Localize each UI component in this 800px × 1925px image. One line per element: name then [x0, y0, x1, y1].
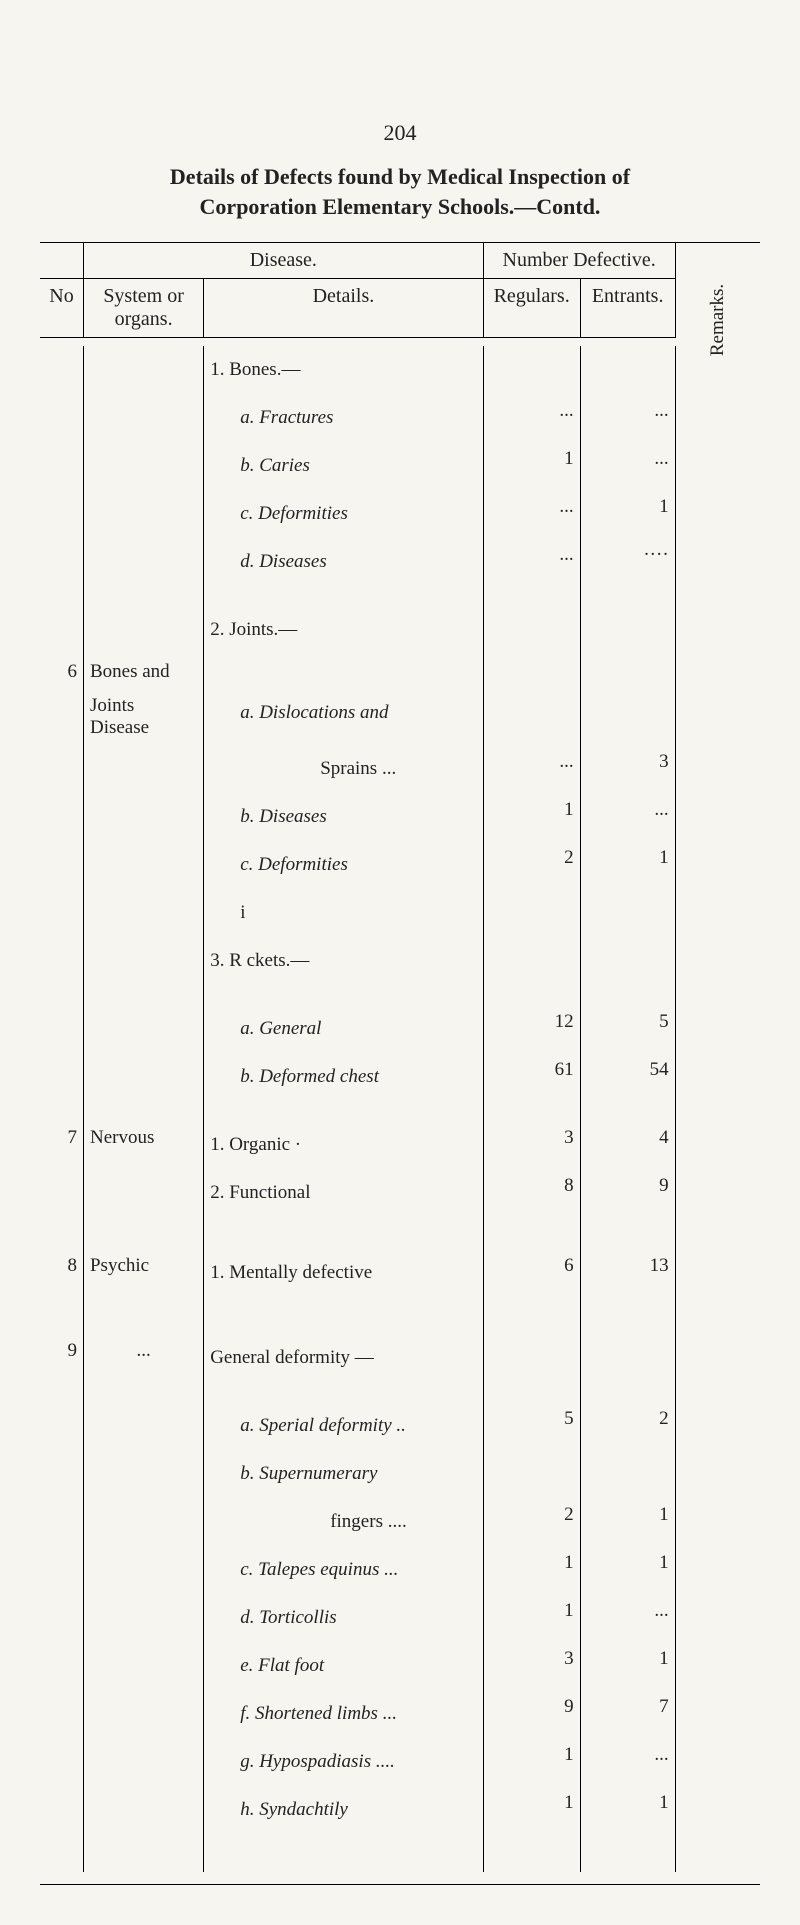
r7-l2-ent: 9	[580, 1169, 675, 1217]
r9-h: h. Syndachtily	[240, 1799, 348, 1820]
r6-sec3-a-ent: 5	[580, 1005, 675, 1053]
r7-sys: Nervous	[83, 1121, 203, 1169]
r9-c: c. Talepes equinus ...	[240, 1559, 398, 1580]
page: 204 Details of Defects found by Medical …	[0, 0, 800, 1925]
r9-e-ent: 1	[580, 1642, 675, 1690]
r9-d-ent: ...	[580, 1594, 675, 1642]
r9-e: e. Flat foot	[240, 1655, 324, 1676]
r8-l1: 1. Mentally defective	[210, 1262, 372, 1283]
r9-c-ent: 1	[580, 1546, 675, 1594]
r9-b2: fingers ....	[210, 1511, 407, 1532]
r9-f: f. Shortened limbs ...	[240, 1703, 397, 1724]
r6-sec1-d: d. Diseases	[240, 551, 327, 572]
header-regulars: Regulars.	[483, 279, 580, 338]
r6-sec1-c: c. Deformities	[240, 503, 348, 524]
r9-g-reg: 1	[483, 1738, 580, 1786]
header-no: No	[40, 279, 83, 338]
r8-no: 8	[40, 1249, 83, 1297]
header-system-l1: System or	[103, 285, 184, 307]
header-system-l2: organs.	[115, 308, 173, 330]
r6-sec1-a: a. Fractures	[240, 407, 333, 428]
r9-b1: b. Supernumerary	[240, 1463, 377, 1484]
r6-sec1-d-ent: ····	[580, 538, 675, 586]
r9-head: General deformity —	[210, 1347, 374, 1368]
r7-no: 7	[40, 1121, 83, 1169]
r7-l2: 2. Functional	[210, 1182, 310, 1203]
header-remarks-cell: Remarks.	[675, 243, 760, 338]
header-entrants: Entrants.	[580, 279, 675, 338]
r6-sec2-i: i	[210, 895, 245, 931]
r9-a-reg: 5	[483, 1402, 580, 1450]
header-number-defective: Number Defective.	[483, 243, 675, 279]
r9-c-reg: 1	[483, 1546, 580, 1594]
r9-h-ent: 1	[580, 1786, 675, 1834]
r9-b-ent: 1	[580, 1498, 675, 1546]
r7-l2-reg: 8	[483, 1169, 580, 1217]
r8-l1-ent: 13	[580, 1249, 675, 1297]
r6-sec1-b-reg: 1	[483, 442, 580, 490]
r7-l1-reg: 3	[483, 1121, 580, 1169]
r9-f-reg: 9	[483, 1690, 580, 1738]
r9-no: 9	[40, 1334, 83, 1382]
r6-sec2-b-reg: 1	[483, 793, 580, 841]
r6-sys-l2: Joints Disease	[90, 695, 149, 738]
r9-g-ent: ...	[580, 1738, 675, 1786]
r9-a-ent: 2	[580, 1402, 675, 1450]
r6-sec2-b: b. Diseases	[240, 806, 327, 827]
r9-h-reg: 1	[483, 1786, 580, 1834]
r6-sys-l1: Bones and	[90, 661, 170, 682]
r6-sec3-b: b. Deformed chest	[240, 1066, 379, 1087]
header-remarks: Remarks.	[707, 284, 729, 356]
r6-sec1-head: 1. Bones.—	[210, 359, 300, 380]
r9-a: a. Sperial deformity ..	[240, 1415, 406, 1436]
page-title-line-2: Corporation Elementary Schools.—Contd.	[40, 194, 760, 220]
r8-l1-reg: 6	[483, 1249, 580, 1297]
r6-sec2-a-ent: 3	[580, 745, 675, 793]
header-disease: Disease.	[83, 243, 483, 279]
page-title-line-1: Details of Defects found by Medical Insp…	[40, 164, 760, 190]
r6-sec3-b-ent: 54	[580, 1053, 675, 1101]
r6-sec3-a-reg: 12	[483, 1005, 580, 1053]
r6-sec3-a: a. General	[240, 1018, 321, 1039]
page-number: 204	[40, 120, 760, 146]
header-system: System or organs.	[83, 279, 203, 338]
r6-sec1-b: b. Caries	[240, 455, 310, 476]
r6-sec3-b-reg: 61	[483, 1053, 580, 1101]
r6-sec2-c-ent: 1	[580, 841, 675, 889]
r9-g: g. Hypospadiasis ....	[240, 1751, 395, 1772]
defects-table: Disease. Number Defective. Remarks. No S…	[40, 242, 760, 1885]
r6-sec2-c-reg: 2	[483, 841, 580, 889]
r9-f-ent: 7	[580, 1690, 675, 1738]
r6-sec2-head: 2. Joints.—	[210, 619, 297, 640]
r9-d: d. Torticollis	[240, 1607, 336, 1628]
r9-b-reg: 2	[483, 1498, 580, 1546]
r6-no: 6	[40, 655, 83, 689]
r7-l1-ent: 4	[580, 1121, 675, 1169]
r8-sys: Psychic	[83, 1249, 203, 1297]
r6-sec2-c: c. Deformities	[240, 854, 348, 875]
header-details: Details.	[204, 279, 483, 338]
r7-l1: 1. Organic ·	[210, 1134, 301, 1155]
r9-d-reg: 1	[483, 1594, 580, 1642]
r6-sec2-a1: a. Dislocations and	[240, 702, 388, 723]
r9-sys: ...	[83, 1334, 203, 1382]
r9-e-reg: 3	[483, 1642, 580, 1690]
r6-sec2-a2: Sprains ...	[320, 758, 396, 779]
r6-sec3-head: 3. R ckets.—	[210, 950, 309, 971]
r6-sec1-c-ent: 1	[580, 490, 675, 538]
